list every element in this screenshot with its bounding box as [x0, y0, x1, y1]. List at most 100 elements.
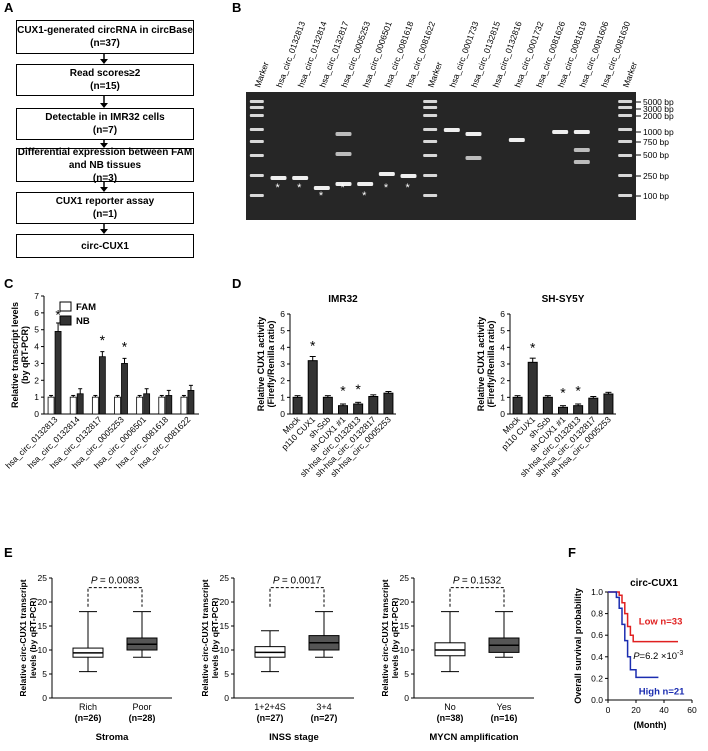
y-tick-label: 20 [220, 597, 230, 607]
survival-curve [608, 591, 659, 679]
p-number: =6.2 ×10 [640, 651, 678, 662]
group-n: (n=38) [437, 713, 464, 723]
flow-step-count: (n=1) [92, 209, 118, 220]
bar [542, 396, 553, 415]
y-tick-label: 4 [500, 342, 505, 352]
y-tick-label: 10 [220, 645, 230, 655]
y-tick-label: 5 [280, 326, 285, 336]
p-exponent: -3 [677, 650, 683, 657]
group-n: (n=26) [75, 713, 102, 723]
y-tick-label: 4 [280, 342, 285, 352]
bar [180, 396, 188, 415]
y-tick-label: 25 [400, 573, 410, 583]
group-n: (n=27) [311, 713, 338, 723]
bar [98, 356, 106, 415]
bar [353, 403, 364, 415]
flow-step-title: Detectable in IMR32 cells [45, 112, 165, 123]
y-axis-label: (Firefly/Renilla ratio) [266, 320, 276, 407]
y-tick-label: 0 [500, 409, 505, 419]
bar [158, 396, 166, 415]
p-number: = 0.1532 [462, 576, 502, 587]
bar [558, 406, 568, 415]
y-axis-label: levels (by qRT-PCR) [390, 597, 400, 678]
p-symbol: P [91, 576, 100, 587]
y-tick-label: 5 [42, 669, 47, 679]
y-axis-label: Relative circ-CUX1 transcript [18, 579, 28, 696]
y-tick-label: 3 [500, 359, 505, 369]
y-tick-label: 0 [404, 693, 409, 703]
y-tick-label: 5 [404, 669, 409, 679]
y-tick-label: 6 [280, 309, 285, 319]
flow-step-box: Differential expression between FAM and … [16, 147, 194, 184]
y-axis-label: (Firefly/Renilla ratio) [486, 320, 496, 407]
y-tick-label: 5 [224, 669, 229, 679]
bar [165, 395, 173, 415]
y-tick-label: 15 [220, 621, 230, 631]
bar [69, 396, 77, 415]
group-label: 3+4 [316, 702, 331, 712]
y-tick-label: 0 [280, 409, 285, 419]
flow-arrow-head [100, 229, 108, 234]
flow-arrow-head [100, 59, 108, 64]
significance-star: * [100, 332, 106, 348]
group-label: 1+2+4S [254, 702, 286, 712]
y-tick-label: 3 [280, 359, 285, 369]
p-number: = 0.0017 [282, 576, 322, 587]
y-tick-label: 15 [400, 621, 410, 631]
y-tick-label: 20 [38, 597, 48, 607]
significance-star: * [310, 338, 316, 354]
panel-label-d: D [232, 276, 242, 291]
significance-star: * [122, 339, 128, 355]
bar [187, 389, 195, 415]
bar [114, 396, 121, 415]
bar [47, 396, 55, 415]
p-symbol: P [633, 651, 640, 662]
y-tick-label: 1 [34, 392, 39, 402]
significance-star: * [560, 384, 566, 400]
y-axis-label: Relative CUX1 activity [476, 317, 486, 412]
group-label: Yes [497, 702, 512, 712]
x-axis-label: MYCN amplification [429, 732, 518, 743]
y-tick-label: 5 [34, 325, 39, 335]
flow-arrow-head [100, 103, 108, 108]
y-axis-label: Overall survival probability [573, 588, 583, 704]
legend-swatch [59, 301, 72, 312]
panel-label-e: E [4, 545, 13, 560]
significance-star: * [340, 383, 346, 399]
significance-star: * [530, 339, 536, 355]
significance-star: * [55, 307, 61, 323]
legend-label: FAM [76, 302, 96, 313]
y-tick-label: 1 [500, 392, 505, 402]
flow-step-box: circ-CUX1 [16, 234, 194, 258]
bar [136, 396, 144, 415]
flow-step-box: Read scores≥2 (n=15) [16, 64, 194, 96]
y-tick-label: 4 [34, 342, 39, 352]
x-tick-label: 0 [606, 705, 611, 715]
p-symbol: P [453, 576, 462, 587]
p-value: P = 0.1532 [453, 576, 502, 587]
bar [91, 396, 99, 415]
y-tick-label: 0 [224, 693, 229, 703]
chart-title: SH-SY5Y [542, 294, 585, 305]
y-axis-label: levels (by qRT-PCR) [28, 597, 38, 678]
chart-title: IMR32 [328, 294, 358, 305]
p-symbol: P [273, 576, 282, 587]
x-axis-label: INSS stage [269, 732, 319, 743]
survival-curve [608, 591, 678, 643]
group-label: Rich [79, 702, 97, 712]
y-tick-label: 0 [42, 693, 47, 703]
bar [322, 396, 333, 415]
series-label: Low n=33 [639, 616, 683, 627]
group-n: (n=28) [129, 713, 156, 723]
flow-step-box: CUX1 reporter assay (n=1) [16, 192, 194, 224]
bar [383, 392, 394, 415]
flow-step-count: (n=7) [92, 125, 118, 136]
x-axis-label: Stroma [96, 732, 129, 743]
bar [588, 397, 599, 415]
y-tick-label: 3 [34, 358, 39, 368]
y-tick-label: 7 [34, 291, 39, 301]
bar [143, 393, 151, 415]
y-tick-label: 2 [280, 376, 285, 386]
flow-step-title: Read scores≥2 [69, 68, 141, 79]
group-label: Poor [132, 702, 151, 712]
